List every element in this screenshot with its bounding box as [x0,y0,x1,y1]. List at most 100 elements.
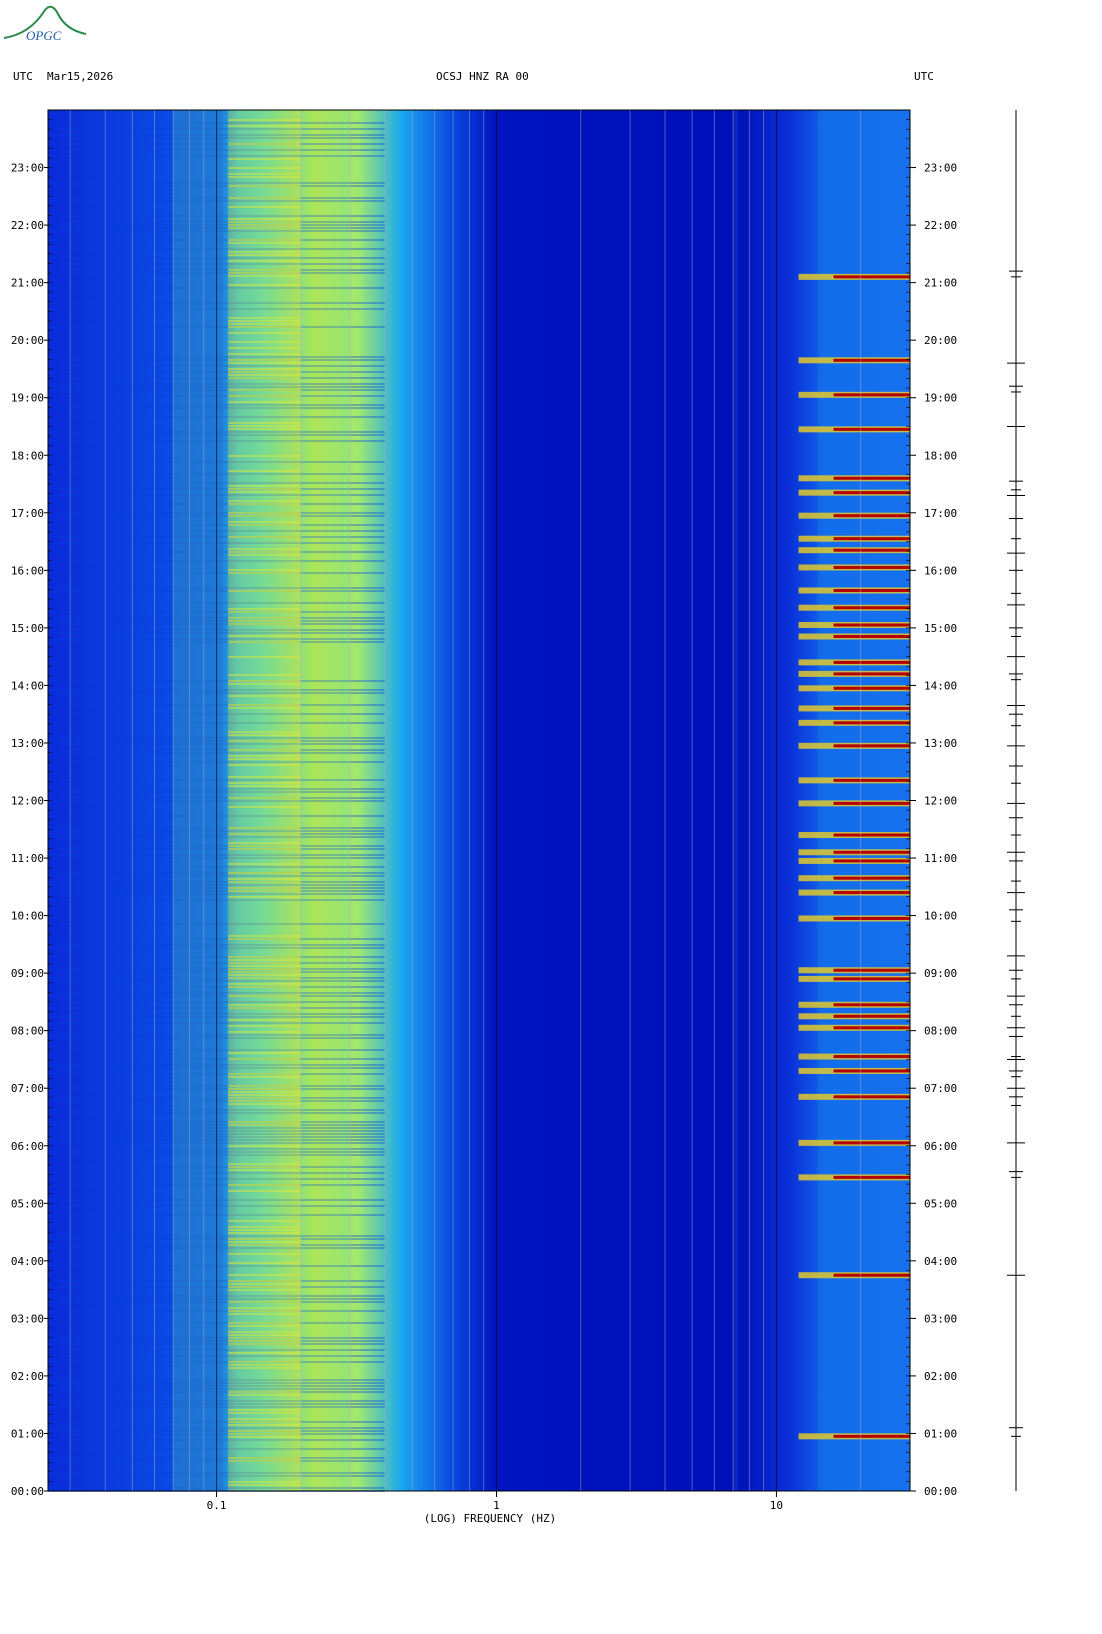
streak-row [228,845,301,847]
streak-row [228,512,301,514]
streak-row [228,1103,301,1105]
event-burst-core [833,706,910,710]
streak-row [228,1343,301,1345]
y-tick-label-right: 03:00 [924,1312,957,1325]
y-tick-label-left: 15:00 [11,622,44,635]
streak-row [228,284,301,286]
streak-row [228,491,301,493]
y-tick-label-right: 23:00 [924,162,957,175]
y-tick-label-left: 00:00 [11,1485,44,1498]
streak-row [228,323,301,325]
streak-row [228,239,301,241]
streak-row [228,695,301,697]
streak-row [228,1307,301,1309]
spectrogram-background [48,110,910,1491]
band-0 [173,110,351,1491]
y-tick-label-right: 07:00 [924,1082,957,1095]
streak-row [228,341,301,343]
streak-row [228,1121,301,1123]
streak-row [228,569,301,571]
event-burst-core [833,1014,910,1018]
streak-row [228,1391,301,1393]
streak-row [228,428,301,430]
event-burst-core [833,476,910,480]
streak-row [228,881,301,883]
streak-row [228,1280,301,1282]
y-tick-label-right: 06:00 [924,1140,957,1153]
event-burst-core [833,606,910,610]
streak-row [228,782,301,784]
y-tick-label-left: 07:00 [11,1082,44,1095]
y-tick-label-right: 09:00 [924,967,957,980]
seismic-trace [1007,110,1025,1491]
event-burst-core [833,916,910,920]
streak-row [228,488,301,490]
streak-row [228,1229,301,1231]
y-tick-label-right: 12:00 [924,795,957,808]
y-tick-label-right: 18:00 [924,449,957,462]
streak-row [228,872,301,874]
streak-row [228,1163,301,1165]
y-tick-label-right: 05:00 [924,1197,957,1210]
streak-row [228,848,301,850]
streak-row [228,1337,301,1339]
streak-row [228,1457,301,1459]
logo-swoosh-icon [3,5,87,39]
streak-row [228,887,301,889]
event-burst-core [833,393,910,397]
event-burst-core [833,850,910,854]
streak-row [228,896,301,898]
streak-row [228,260,301,262]
streak-row [228,1433,301,1435]
streak-row [228,1481,301,1483]
streak-row [228,1052,301,1054]
y-tick-label-right: 22:00 [924,219,957,232]
header-left-utc: UTC [13,70,33,83]
y-tick-label-left: 06:00 [11,1140,44,1153]
y-tick-label-left: 21:00 [11,277,44,290]
y-tick-label-left: 22:00 [11,219,44,232]
streak-row [228,1025,301,1027]
streak-row [228,119,301,121]
y-tick-label-right: 13:00 [924,737,957,750]
streak-row [228,554,301,556]
streak-row [228,974,301,976]
streak-row [228,167,301,169]
event-burst-core [833,275,910,279]
y-tick-label-right: 19:00 [924,392,957,405]
streak-row [228,749,301,751]
streak-row [228,1238,301,1240]
y-tick-label-left: 03:00 [11,1312,44,1325]
y-tick-label-right: 17:00 [924,507,957,520]
event-burst-core [833,427,910,431]
streak-row [228,125,301,127]
streak-row [228,332,301,334]
streak-row [228,986,301,988]
y-tick-label-left: 12:00 [11,795,44,808]
streak-row [228,608,301,610]
streak-row [228,956,301,958]
y-axis: 00:00 00:00 01:00 01:00 02:00 02:00 03:00 03:00… [11,119,957,1498]
event-burst-core [833,1026,910,1030]
streak-row [228,197,301,199]
y-tick-label-left: 14:00 [11,679,44,692]
event-burst-core [833,891,910,895]
streak-row [228,1007,301,1009]
streak-row [228,797,301,799]
event-burst-core [833,1055,910,1059]
y-tick-label-right: 21:00 [924,277,957,290]
streak-row [228,359,301,361]
streak-row [228,272,301,274]
streak-row [228,1169,301,1171]
event-burst-core [833,778,910,782]
streak-row [228,1253,301,1255]
y-tick-label-right: 00:00 [924,1485,957,1498]
streak-row [228,1421,301,1423]
streak-row [228,1190,301,1192]
streak-row [228,224,301,226]
event-burst-core [833,859,910,863]
streak-row [228,185,301,187]
streak-row [228,143,301,145]
y-tick-label-left: 18:00 [11,449,44,462]
